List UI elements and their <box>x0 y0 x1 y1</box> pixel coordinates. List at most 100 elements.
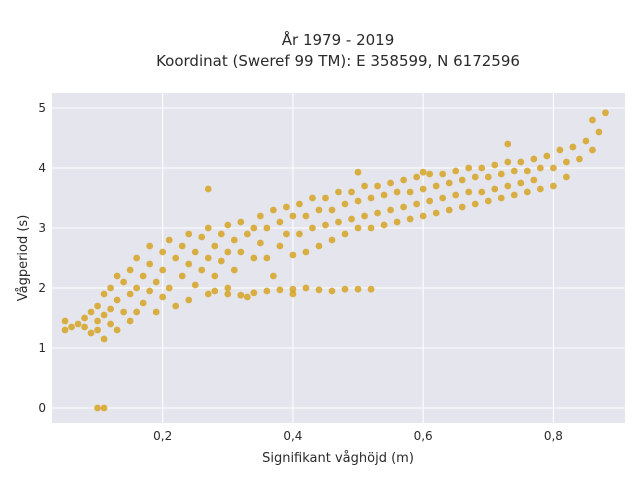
data-point <box>341 285 349 293</box>
data-point <box>269 206 277 214</box>
data-point <box>510 191 518 199</box>
data-point <box>159 248 167 256</box>
data-point <box>361 212 368 220</box>
data-point <box>419 168 427 176</box>
y-tick-label: 5 <box>38 101 46 115</box>
data-point <box>549 164 557 172</box>
data-point <box>74 320 82 328</box>
data-point <box>276 218 284 226</box>
data-point <box>309 194 316 202</box>
data-point <box>484 197 492 205</box>
data-point <box>491 161 499 169</box>
data-point <box>296 200 303 208</box>
data-point <box>185 296 193 304</box>
data-point <box>230 236 238 244</box>
data-point <box>263 254 271 262</box>
data-point <box>113 296 121 304</box>
data-point <box>562 158 570 166</box>
data-point <box>322 221 329 229</box>
data-point <box>400 176 408 184</box>
data-point <box>217 230 225 238</box>
data-point <box>348 215 355 223</box>
data-point <box>328 236 336 244</box>
data-point <box>432 182 440 190</box>
data-point <box>107 320 115 328</box>
data-point <box>224 284 232 292</box>
data-point <box>400 203 408 211</box>
data-point <box>602 109 609 117</box>
data-point <box>146 242 154 250</box>
data-point <box>250 289 258 297</box>
x-tick-label: 0,8 <box>544 429 563 443</box>
data-point <box>361 182 368 190</box>
data-point <box>530 176 538 184</box>
data-point <box>465 188 473 196</box>
x-axis-title: Signifikant våghöjd (m) <box>262 451 414 466</box>
data-point <box>100 290 108 298</box>
data-point <box>406 188 414 196</box>
data-point <box>217 257 225 265</box>
data-point <box>94 302 101 310</box>
data-point <box>250 254 258 262</box>
data-point <box>302 212 310 220</box>
data-point <box>204 224 212 232</box>
data-point <box>315 286 323 294</box>
data-point <box>497 194 505 202</box>
data-point <box>582 137 590 145</box>
data-point <box>204 185 212 193</box>
data-point <box>458 176 466 184</box>
data-point <box>250 224 258 232</box>
data-point <box>562 173 570 181</box>
data-point <box>530 155 538 163</box>
data-point <box>165 236 173 244</box>
data-point <box>536 164 544 172</box>
data-point <box>439 194 447 202</box>
chart-title-line-2: Koordinat (Sweref 99 TM): E 358599, N 61… <box>156 52 520 70</box>
x-tick-label: 0,6 <box>414 429 433 443</box>
data-point <box>211 287 219 295</box>
data-point <box>100 311 108 319</box>
data-point <box>87 308 95 316</box>
data-point <box>204 290 212 298</box>
data-point <box>133 254 141 262</box>
data-point <box>296 230 303 238</box>
data-point <box>263 287 271 295</box>
data-point <box>172 254 180 262</box>
data-point <box>230 266 238 274</box>
data-point <box>120 308 128 316</box>
data-point <box>439 170 447 178</box>
data-point <box>569 143 577 151</box>
data-point <box>81 323 88 331</box>
data-point <box>445 179 453 187</box>
data-point <box>61 317 69 325</box>
data-point <box>497 170 505 178</box>
data-point <box>458 203 466 211</box>
data-point <box>211 272 219 280</box>
data-point <box>87 329 95 337</box>
data-point <box>328 206 336 214</box>
data-point <box>478 164 486 172</box>
data-point <box>289 285 297 293</box>
data-point <box>256 239 264 247</box>
y-tick-label: 0 <box>38 401 46 415</box>
data-point <box>61 326 69 334</box>
data-point <box>256 212 264 220</box>
data-point <box>380 191 388 199</box>
data-point <box>198 266 206 274</box>
data-point <box>471 173 479 181</box>
data-point <box>302 248 310 256</box>
data-point <box>81 314 88 322</box>
data-point <box>354 285 362 293</box>
y-tick-label: 1 <box>38 341 46 355</box>
data-point <box>126 290 134 298</box>
data-point <box>159 266 167 274</box>
data-point <box>107 305 115 313</box>
data-point <box>491 185 499 193</box>
data-point <box>413 173 421 181</box>
data-point <box>354 197 362 205</box>
data-point <box>152 308 160 316</box>
data-point <box>263 224 271 232</box>
data-point <box>523 167 531 175</box>
